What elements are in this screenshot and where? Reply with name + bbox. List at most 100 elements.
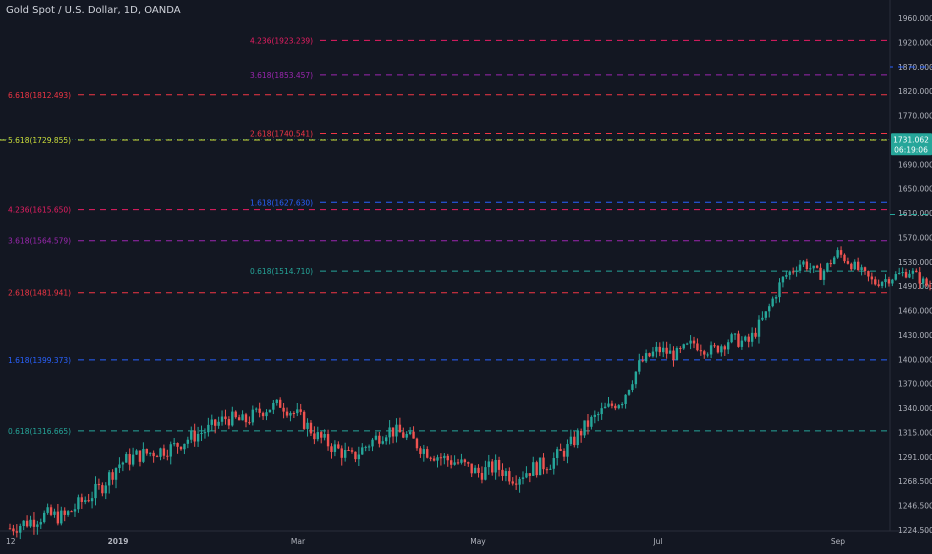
candle-body: [121, 462, 125, 465]
price-badge-countdown: 06:19:06: [894, 145, 928, 154]
candle-body: [251, 409, 255, 423]
candle-body: [443, 455, 446, 459]
y-tick-label: 1430.000: [898, 331, 932, 340]
candle-body: [894, 274, 897, 280]
candle-body: [131, 454, 135, 465]
candle-body: [432, 458, 436, 461]
candle-body: [668, 350, 672, 354]
candle-body: [183, 443, 186, 450]
candle-body: [63, 510, 66, 515]
candle-body: [60, 510, 63, 524]
candle-body: [850, 263, 853, 270]
candle-body: [860, 267, 863, 271]
x-tick-label: Sep: [831, 537, 845, 546]
candle-body: [90, 498, 94, 502]
candle-body: [282, 407, 285, 412]
candle-body: [227, 419, 231, 426]
candle-body: [422, 449, 426, 454]
candle-body: [77, 497, 80, 510]
candle-body: [737, 333, 740, 347]
candle-body: [648, 353, 651, 357]
candle-body: [292, 412, 296, 414]
candle-body: [299, 409, 302, 412]
candle-body: [210, 419, 213, 425]
candle-body: [32, 519, 36, 527]
candle-body: [258, 408, 261, 413]
candle-body: [385, 437, 388, 442]
x-tick-label: 12: [6, 537, 16, 546]
candle-body: [590, 416, 593, 427]
candle-body: [761, 317, 764, 320]
candle-body: [248, 422, 251, 424]
y-tick-label: 1610.000: [898, 209, 932, 218]
candle-body: [25, 520, 29, 527]
candle-body: [453, 462, 456, 465]
candle-body: [125, 454, 128, 463]
candle-body: [316, 432, 319, 440]
y-tick-label: 1340.000: [898, 404, 932, 413]
candle-body: [562, 450, 566, 457]
candle-body: [149, 452, 152, 454]
candle-body: [84, 500, 87, 502]
candle-body: [412, 431, 415, 439]
candle-body: [12, 528, 15, 532]
candle-body: [169, 444, 172, 457]
candle-body: [774, 297, 778, 299]
candle-body: [415, 438, 419, 449]
candle-body: [234, 411, 237, 418]
candle-body: [822, 270, 826, 280]
y-tick-label: 1400.000: [898, 355, 932, 364]
candle-body: [552, 458, 555, 469]
candle-body: [473, 467, 477, 474]
candle-body: [521, 477, 525, 479]
candle-body: [39, 522, 42, 525]
candle-body: [880, 282, 884, 286]
candle-body: [706, 354, 709, 356]
candle-body: [190, 430, 193, 440]
candle-body: [166, 455, 169, 457]
candle-body: [514, 483, 518, 485]
candle-body: [716, 345, 720, 353]
candle-body: [655, 346, 658, 352]
candle-body: [19, 526, 22, 533]
y-tick-label: 1770.000: [898, 112, 932, 121]
x-tick-label: 2019: [108, 537, 129, 546]
candle-body: [491, 461, 494, 473]
candle-body: [528, 473, 532, 476]
candle-body: [795, 270, 798, 272]
candle-body: [354, 451, 357, 460]
candle-body: [791, 271, 795, 273]
candle-body: [265, 412, 268, 417]
candle-body: [405, 434, 408, 438]
candle-body: [662, 347, 665, 353]
candle-body: [231, 411, 234, 426]
candle-body: [357, 454, 361, 460]
candle-body: [525, 473, 528, 478]
candle-body: [631, 384, 634, 391]
candle-body: [494, 459, 497, 473]
candle-body: [573, 436, 576, 446]
candle-body: [771, 298, 774, 307]
candle-body: [764, 311, 768, 318]
candle-body: [829, 263, 832, 265]
candle-body: [135, 450, 138, 455]
x-tick-label: Jul: [652, 537, 662, 546]
candle-body: [559, 449, 562, 451]
candle-body: [480, 472, 484, 480]
candle-body: [586, 420, 590, 427]
candle-body: [306, 422, 309, 429]
candle-body: [196, 433, 200, 442]
candle-body: [675, 348, 679, 361]
candle-body: [107, 472, 111, 486]
y-tick-label: 1490.000: [898, 282, 932, 291]
candle-body: [111, 472, 114, 480]
candle-body: [593, 414, 597, 417]
candle-body: [343, 450, 347, 458]
price-badge-value: 1731.062: [893, 135, 929, 144]
candle-body: [289, 412, 292, 416]
candle-body: [620, 403, 624, 406]
candle-body: [497, 459, 501, 470]
candle-body: [419, 448, 422, 454]
